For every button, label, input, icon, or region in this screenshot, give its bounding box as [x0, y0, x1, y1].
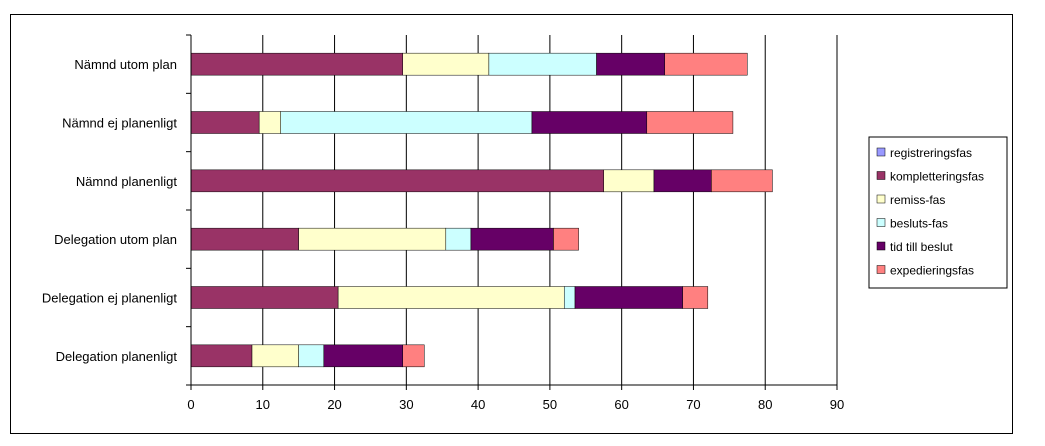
bar-tid till beslut-3: [470, 227, 554, 251]
category-label: Nämnd ej planenligt: [62, 116, 177, 131]
legend-swatch: [876, 194, 886, 204]
bar-tid till beslut-0: [596, 52, 665, 76]
bars: [190, 52, 773, 368]
bar-kompletteringsfas-3: [190, 227, 299, 251]
bar-remiss-fas-4: [337, 286, 565, 309]
x-tick-label: 50: [543, 397, 557, 412]
x-tick-label: 20: [327, 397, 341, 412]
axes: [186, 34, 838, 390]
x-tick-label: 90: [830, 397, 844, 412]
x-tick-label: 40: [471, 397, 485, 412]
legend-label: expedieringsfas: [890, 264, 974, 278]
bar-tid till beslut-5: [323, 344, 403, 368]
bar-expedieringsfas-4: [682, 286, 709, 309]
legend-label: besluts-fas: [890, 217, 948, 231]
x-tick-label: 80: [758, 397, 772, 412]
bar-tid till beslut-2: [653, 169, 712, 193]
bar-kompletteringsfas-5: [190, 344, 253, 368]
bar-besluts-fas-0: [488, 52, 597, 76]
bar-besluts-fas-5: [298, 344, 325, 368]
legend-label: kompletteringsfas: [890, 170, 984, 184]
bar-remiss-fas-2: [603, 169, 655, 193]
legend: registreringsfas kompletteringsfas remiss-…: [868, 136, 1008, 289]
x-tick-label: 0: [187, 397, 194, 412]
category-labels: Nämnd utom plan Nämnd ej planenligt Nämnd …: [42, 57, 178, 364]
bar-expedieringsfas-1: [646, 111, 734, 134]
bar-besluts-fas-4: [563, 286, 576, 309]
legend-swatch: [876, 147, 886, 157]
bar-besluts-fas-3: [445, 227, 472, 251]
category-label: Delegation ej planenligt: [42, 291, 178, 306]
category-label: Delegation utom plan: [54, 232, 177, 247]
bar-kompletteringsfas-4: [190, 286, 339, 309]
bar-remiss-fas-5: [251, 344, 299, 368]
chart-svg: Nämnd utom plan Nämnd ej planenligt Nämnd …: [42, 34, 1008, 412]
bar-kompletteringsfas-2: [190, 169, 604, 193]
bar-expedieringsfas-2: [711, 169, 773, 193]
legend-swatch: [876, 241, 886, 251]
legend-box: [868, 136, 1008, 289]
legend-swatch: [876, 265, 886, 274]
bar-remiss-fas-3: [298, 227, 447, 251]
bar-kompletteringsfas-0: [190, 52, 403, 76]
category-label: Nämnd planenligt: [76, 174, 178, 189]
bar-tid till beslut-1: [531, 111, 648, 134]
bar-remiss-fas-0: [402, 52, 490, 76]
x-tick-labels: 0 10 20 30 40 50 60 70 80 90: [187, 397, 844, 412]
legend-label: remiss-fas: [890, 193, 945, 207]
bar-tid till beslut-4: [574, 286, 683, 309]
bar-kompletteringsfas-1: [190, 111, 260, 134]
x-tick-label: 30: [399, 397, 413, 412]
bar-expedieringsfas-3: [553, 227, 579, 251]
category-label: Nämnd utom plan: [74, 57, 177, 72]
bar-expedieringsfas-5: [402, 344, 425, 368]
legend-swatch: [876, 218, 886, 227]
legend-swatch: [876, 171, 886, 180]
bar-remiss-fas-1: [258, 111, 281, 134]
x-tick-label: 70: [686, 397, 700, 412]
legend-label: registreringsfas: [890, 146, 972, 160]
x-tick-label: 10: [256, 397, 270, 412]
chart-area: Nämnd utom plan Nämnd ej planenligt Nämnd …: [10, 14, 1013, 434]
x-tick-label: 60: [614, 397, 628, 412]
legend-label: tid till beslut: [890, 240, 953, 254]
bar-expedieringsfas-0: [664, 52, 748, 76]
grid-lines: [190, 35, 838, 385]
category-label: Delegation planenligt: [56, 349, 178, 364]
bar-besluts-fas-1: [280, 111, 533, 134]
